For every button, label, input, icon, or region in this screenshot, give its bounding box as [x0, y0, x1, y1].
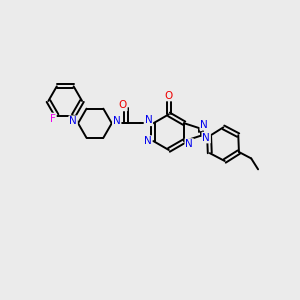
Text: N: N: [200, 120, 208, 130]
Text: O: O: [118, 100, 127, 110]
Text: N: N: [69, 116, 77, 126]
Text: N: N: [145, 115, 152, 125]
Text: F: F: [50, 113, 56, 124]
Text: N: N: [185, 139, 193, 149]
Text: N: N: [113, 116, 121, 126]
Text: O: O: [165, 91, 173, 100]
Text: N: N: [202, 133, 210, 142]
Text: N: N: [144, 136, 151, 146]
